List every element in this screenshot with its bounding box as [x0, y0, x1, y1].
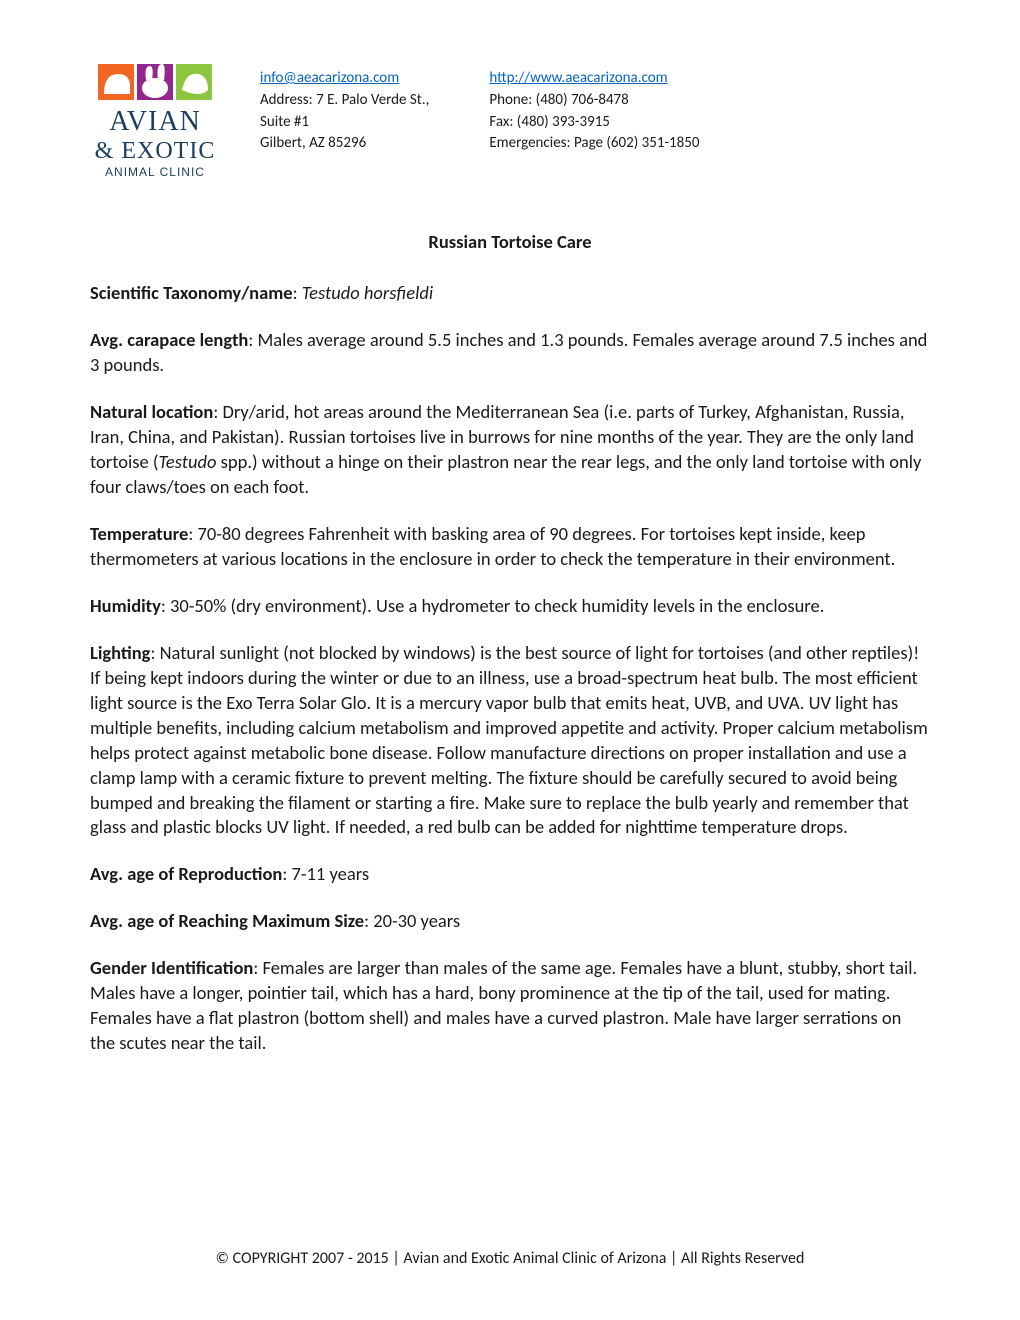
label-humidity: Humidity: [90, 594, 161, 617]
contact-col-right: http://www.aeacarizona.com Phone: (480) …: [489, 68, 699, 155]
value-temperature: 70-80 degrees Fahrenheit with basking ar…: [90, 522, 895, 570]
contact-col-left: info@aeacarizona.com Address: 7 E. Palo …: [260, 68, 429, 155]
label-carapace: Avg. carapace length: [90, 328, 248, 351]
address-line-2: Suite #1: [260, 112, 429, 134]
svg-text:& EXOTIC: & EXOTIC: [95, 138, 216, 164]
value-humidity: 30-50% (dry environment). Use a hydromet…: [170, 594, 824, 617]
phone-text: Phone: (480) 706-8478: [489, 90, 699, 112]
value-taxonomy: Testudo horsfieldi: [302, 281, 433, 304]
label-taxonomy: Scientific Taxonomy/name: [90, 281, 293, 304]
section-taxonomy: Scientific Taxonomy/name: Testudo horsfi…: [90, 281, 930, 306]
value-maxsize: 20-30 years: [373, 909, 460, 932]
label-lighting: Lighting: [90, 641, 150, 664]
clinic-logo: AVIAN & EXOTIC ANIMAL CLINIC: [90, 60, 220, 190]
address-line-1: Address: 7 E. Palo Verde St.,: [260, 90, 429, 112]
document-title: Russian Tortoise Care: [90, 230, 930, 253]
value-reproduction: 7-11 years: [292, 862, 370, 885]
section-gender: Gender Identification: Females are large…: [90, 956, 930, 1056]
svg-text:ANIMAL CLINIC: ANIMAL CLINIC: [105, 165, 205, 179]
value-lighting: Natural sunlight (not blocked by windows…: [90, 641, 928, 839]
label-temperature: Temperature: [90, 522, 188, 545]
section-lighting: Lighting: Natural sunlight (not blocked …: [90, 641, 930, 841]
fax-text: Fax: (480) 393-3915: [489, 112, 699, 134]
contact-info: info@aeacarizona.com Address: 7 E. Palo …: [260, 60, 699, 155]
section-carapace: Avg. carapace length: Males average arou…: [90, 328, 930, 378]
svg-text:AVIAN: AVIAN: [109, 106, 201, 137]
address-line-3: Gilbert, AZ 85296: [260, 133, 429, 155]
website-link[interactable]: http://www.aeacarizona.com: [489, 68, 699, 90]
section-maxsize: Avg. age of Reaching Maximum Size: 20-30…: [90, 909, 930, 934]
label-reproduction: Avg. age of Reproduction: [90, 862, 282, 885]
footer-copyright: © COPYRIGHT 2007 - 2015 | Avian and Exot…: [0, 1249, 1020, 1268]
label-maxsize: Avg. age of Reaching Maximum Size: [90, 909, 364, 932]
emergencies-text: Emergencies: Page (602) 351-1850: [489, 133, 699, 155]
section-temperature: Temperature: 70-80 degrees Fahrenheit wi…: [90, 522, 930, 572]
section-location: Natural location: Dry/arid, hot areas ar…: [90, 400, 930, 500]
page: AVIAN & EXOTIC ANIMAL CLINIC info@aeacar…: [0, 0, 1020, 1320]
document-body: Scientific Taxonomy/name: Testudo horsfi…: [90, 281, 930, 1056]
header: AVIAN & EXOTIC ANIMAL CLINIC info@aeacar…: [90, 60, 930, 190]
label-gender: Gender Identification: [90, 956, 253, 979]
label-location: Natural location: [90, 400, 213, 423]
section-humidity: Humidity: 30-50% (dry environment). Use …: [90, 594, 930, 619]
email-link[interactable]: info@aeacarizona.com: [260, 68, 429, 90]
value-location-italic: Testudo: [158, 450, 220, 473]
section-reproduction: Avg. age of Reproduction: 7-11 years: [90, 862, 930, 887]
